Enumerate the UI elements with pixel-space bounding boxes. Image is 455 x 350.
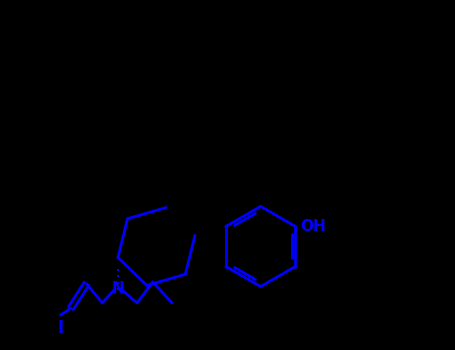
- Text: I: I: [57, 318, 64, 337]
- Text: OH: OH: [301, 219, 326, 234]
- Text: N: N: [111, 281, 124, 296]
